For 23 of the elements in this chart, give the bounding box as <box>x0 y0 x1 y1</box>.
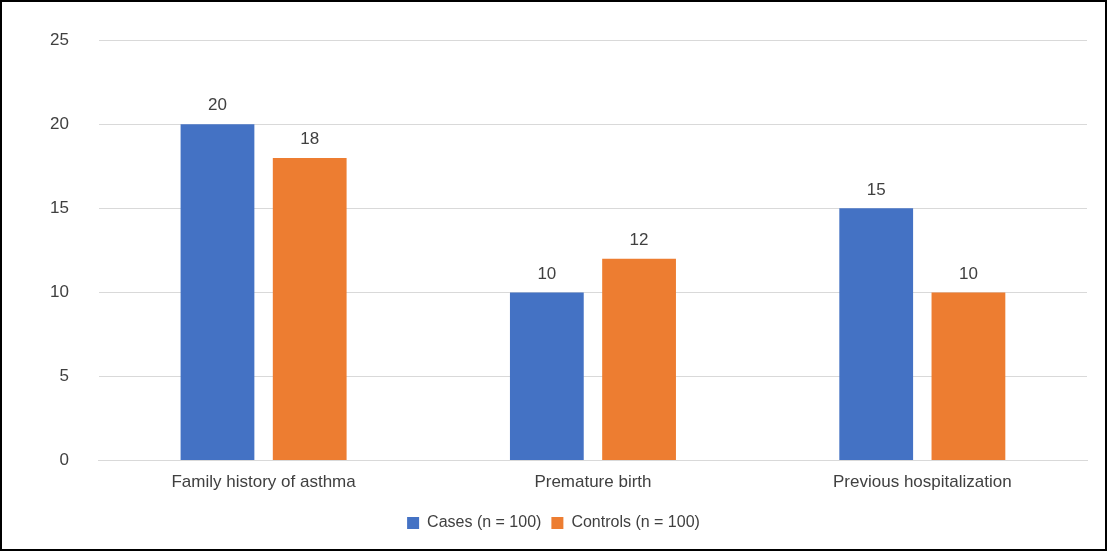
y-tick-label: 5 <box>59 366 69 386</box>
x-tick-label: Family history of asthma <box>171 472 357 492</box>
bar <box>509 292 584 461</box>
legend-label: Cases (n = 100) <box>427 513 542 531</box>
data-label: 15 <box>866 179 886 199</box>
legend-label: Controls (n = 100) <box>571 513 700 531</box>
y-tick-label: 15 <box>49 198 69 218</box>
x-tick-label: Premature birth <box>534 472 652 492</box>
data-label: 18 <box>300 129 320 149</box>
data-label: 12 <box>629 230 649 249</box>
bar <box>180 124 255 461</box>
y-tick-label: 25 <box>49 29 69 49</box>
y-tick-label: 20 <box>49 113 69 133</box>
data-label: 10 <box>958 263 978 283</box>
x-tick-label: Previous hospitalization <box>833 472 1012 492</box>
data-label: 10 <box>537 263 557 283</box>
bar <box>839 208 914 461</box>
y-tick-label: 10 <box>49 282 69 302</box>
y-tick-label: 0 <box>59 450 69 470</box>
data-label: 20 <box>208 95 227 115</box>
bar <box>931 292 1006 461</box>
bar <box>602 258 676 461</box>
bar <box>272 157 347 461</box>
